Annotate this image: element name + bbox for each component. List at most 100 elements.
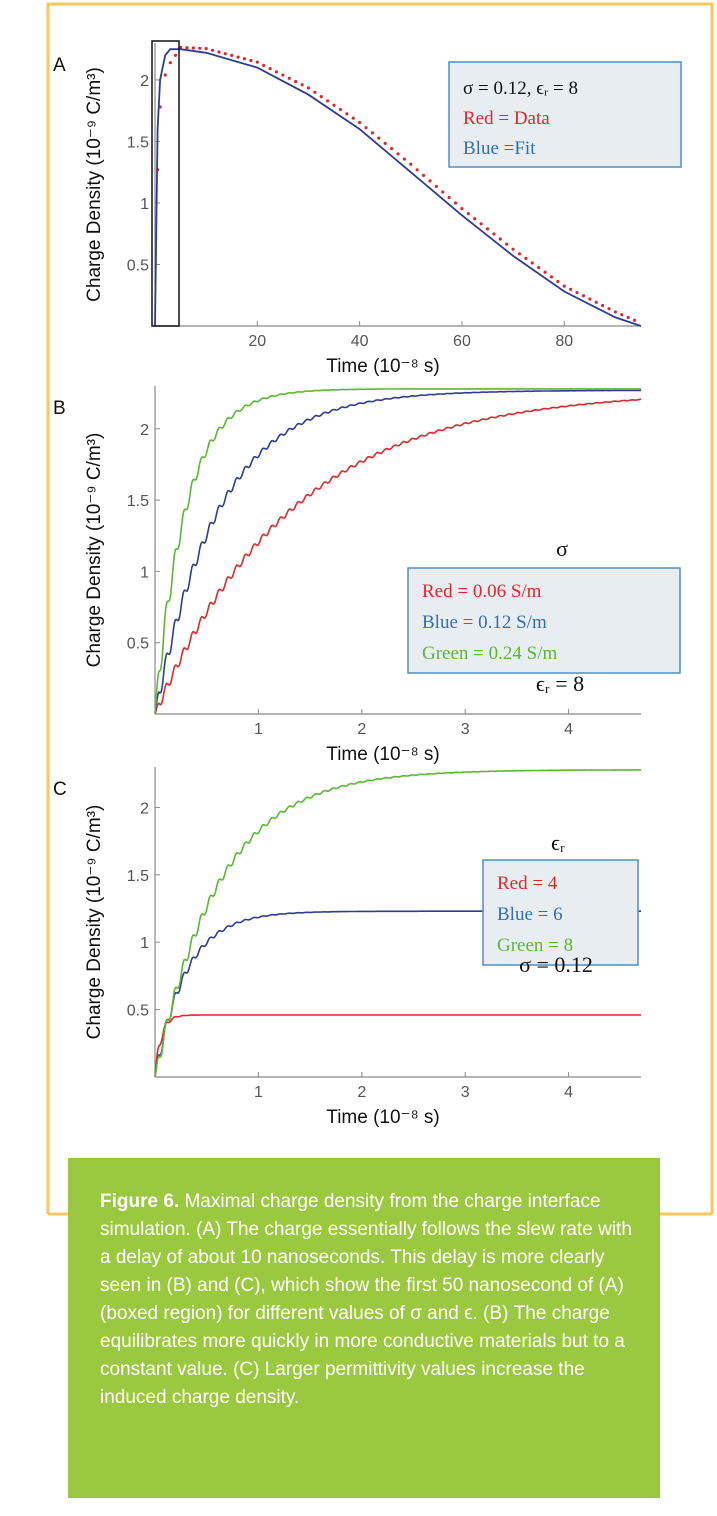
y-axis-title: Charge Density (10⁻⁹ C/m³)	[84, 805, 105, 1040]
x-tick-label: 40	[351, 333, 369, 350]
data-point	[326, 99, 330, 103]
y-tick-label: 1.5	[127, 868, 149, 885]
data-point	[402, 157, 406, 161]
data-point	[319, 95, 323, 99]
data-point	[415, 168, 419, 172]
data-point	[178, 45, 183, 49]
data-point	[163, 73, 167, 77]
data-point	[434, 184, 438, 189]
data-point	[569, 287, 573, 291]
x-tick-label: 20	[248, 333, 266, 350]
x-tick-label: 3	[461, 721, 470, 738]
x-axis-title: Time (10⁻⁸ s)	[326, 356, 439, 377]
data-point	[351, 116, 355, 120]
x-tick-label: 4	[564, 721, 573, 738]
y-axis-title: Charge Density (10⁻⁹ C/m³)	[84, 67, 105, 302]
data-point	[217, 50, 221, 54]
data-point	[530, 261, 534, 265]
x-tick-label: 60	[453, 333, 471, 350]
data-point	[230, 53, 234, 57]
x-tick-label: 80	[555, 333, 573, 350]
data-point	[601, 303, 605, 308]
data-point	[268, 67, 272, 71]
data-point	[460, 206, 464, 211]
panel-b: B 0.5 1 1.5 2 1 2 3 4 Charge Density (10⁻⁹ C/m³) T…	[53, 386, 681, 765]
series-line	[154, 48, 642, 327]
data-point	[198, 46, 202, 50]
data-point	[421, 173, 426, 177]
caption-text: Maximal charge density from the charge i…	[100, 1191, 632, 1408]
data-point	[338, 107, 343, 112]
data-point	[505, 242, 509, 246]
legend-entry: Red = Data	[463, 108, 550, 129]
y-tick-label: 1.5	[127, 134, 149, 151]
data-point	[236, 55, 240, 59]
y-tick-label: 1	[140, 196, 149, 213]
legend-entry: σ = 0.12, ϵᵣ = 8	[463, 78, 578, 99]
data-point	[588, 297, 592, 301]
data-point	[173, 53, 178, 57]
x-axis-title: Time (10⁻⁸ s)	[326, 1107, 439, 1128]
series-line	[154, 388, 641, 715]
x-tick-label: 3	[461, 1084, 470, 1101]
data-point	[242, 57, 247, 61]
series-line	[154, 769, 641, 1078]
data-point	[537, 266, 541, 270]
y-tick-label: 1.5	[127, 493, 149, 510]
data-point	[306, 86, 311, 90]
data-point	[281, 73, 285, 77]
data-point	[549, 275, 554, 279]
data-point	[498, 237, 502, 241]
data-point	[511, 247, 515, 251]
data-point	[358, 120, 362, 125]
y-tick-label: 2	[140, 800, 149, 817]
data-point	[249, 58, 253, 63]
annotation-note: σ = 0.12	[519, 952, 593, 977]
series-line	[154, 1014, 641, 1078]
legend-title: σ	[556, 536, 568, 561]
y-tick-label: 0.5	[127, 1003, 149, 1020]
legend-entry: Blue = 0.12 S/m	[422, 612, 547, 633]
legend-entry: Blue =Fit	[463, 138, 536, 159]
data-point	[300, 83, 304, 87]
data-point	[345, 112, 349, 116]
legend-entry: Blue = 6	[497, 904, 563, 925]
panel-a: A 0.5 1 1.5 2 20 40 60 80 Charge Density (10⁻⁹ C/…	[53, 40, 682, 377]
chart-area: A 0.5 1 1.5 2 20 40 60 80 Charge Density (10⁻⁹ C/…	[53, 40, 682, 1128]
y-tick-label: 0.5	[127, 257, 149, 274]
legend-title: ϵᵣ	[551, 830, 565, 855]
data-point	[396, 152, 400, 156]
data-point	[409, 162, 413, 166]
data-point	[607, 307, 611, 311]
x-tick-label: 1	[254, 1084, 263, 1101]
panel-c: C 0.5 1 1.5 2 1 2 3 4 Charge Density (10⁻⁹ C/m³) T…	[53, 767, 641, 1128]
x-tick-label: 2	[357, 721, 366, 738]
x-tick-label: 4	[564, 1084, 573, 1101]
data-point	[485, 227, 490, 231]
data-point	[370, 131, 375, 135]
caption-label: Figure 6.	[100, 1191, 180, 1212]
panel-label: A	[53, 55, 66, 76]
data-point	[581, 294, 586, 298]
y-tick-label: 1	[140, 935, 149, 952]
panel-label: C	[53, 779, 67, 800]
data-point	[204, 47, 208, 51]
data-point	[185, 46, 189, 50]
data-point	[594, 300, 598, 304]
data-point	[562, 284, 566, 288]
data-point	[383, 141, 387, 145]
legend-entry: Red = 0.06 S/m	[422, 581, 542, 602]
y-tick-label: 2	[140, 422, 149, 439]
data-point	[479, 222, 483, 226]
data-point	[274, 70, 279, 74]
series-line	[154, 398, 642, 715]
boxed-region	[151, 40, 180, 327]
data-point	[428, 179, 432, 183]
x-tick-label: 1	[254, 721, 263, 738]
data-point	[313, 90, 317, 94]
legend-box	[407, 567, 681, 674]
data-point	[364, 126, 368, 130]
data-point	[377, 136, 381, 140]
y-tick-label: 2	[140, 73, 149, 90]
